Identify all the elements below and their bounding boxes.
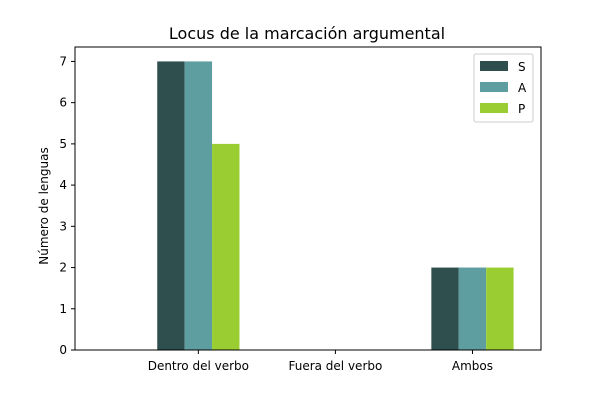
bar-a-2 [458,267,487,350]
legend-swatch-a [480,82,508,92]
chart-title: Locus de la marcación argumental [169,24,445,43]
x-tick-label: Dentro del verbo [148,359,249,373]
x-tick-label: Fuera del verbo [288,359,382,373]
y-tick-label: 7 [59,54,67,68]
legend-label-s: S [518,60,526,74]
bar-a-0 [184,61,213,351]
bar-p-0 [212,143,240,350]
bar-s-0 [157,61,185,351]
legend-label-p: P [518,102,525,116]
y-tick-label: 6 [59,96,67,110]
y-axis-ticks: 0 1 2 3 4 5 6 7 [59,54,75,357]
legend-swatch-p [480,103,508,113]
y-tick-label: 4 [59,178,67,192]
y-tick-label: 5 [59,137,67,151]
bar-s-2 [431,267,459,350]
bars-layer [157,61,514,351]
x-tick-label: Ambos [452,359,493,373]
legend-label-a: A [518,81,527,95]
bar-p-2 [486,267,514,350]
legend: SAP [473,53,534,123]
y-tick-label: 2 [59,261,67,275]
y-tick-label: 3 [59,219,67,233]
y-tick-label: 1 [59,302,67,316]
plot-frame [74,46,542,351]
y-axis-label: Número de lenguas [37,147,51,264]
legend-swatch-s [480,61,508,71]
x-axis-ticks: Dentro del verbo Fuera del verbo Ambos [148,350,493,373]
y-tick-label: 0 [59,343,67,357]
